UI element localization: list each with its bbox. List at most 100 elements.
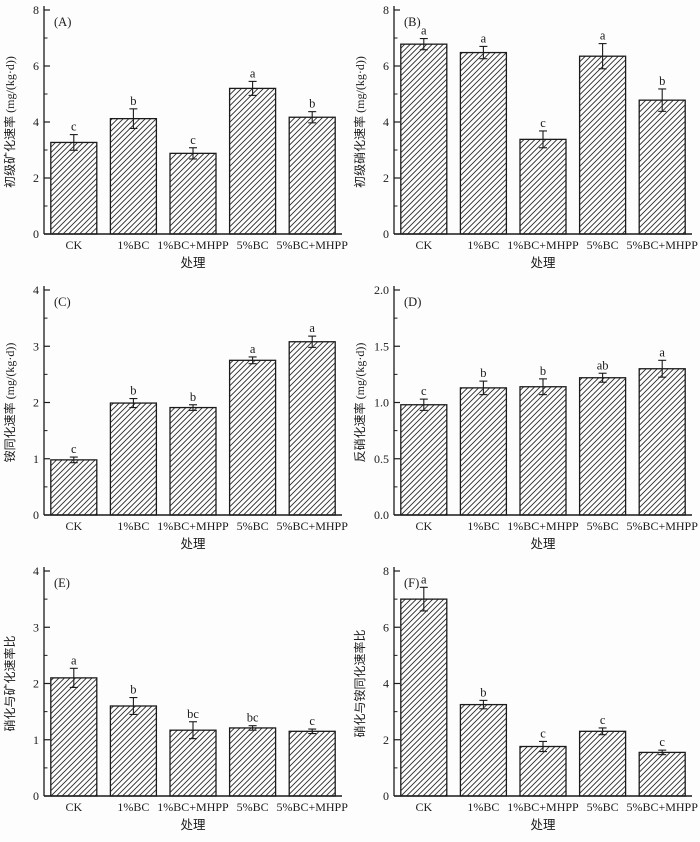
x-category-label: CK xyxy=(415,519,432,533)
sig-letter: bc xyxy=(247,711,259,725)
error-bar xyxy=(658,749,667,756)
chart-svg: 0 2 4 6 8 初级矿化速率 (mg/(kg·d)) (A) c b c a b CK 1%BC 1%B… xyxy=(2,3,348,270)
panel-a: 0 2 4 6 8 初级矿化速率 (mg/(kg·d)) (A) c b c a b CK 1%BC 1%B… xyxy=(0,0,350,280)
error-bar xyxy=(248,80,257,96)
error-bar xyxy=(539,130,547,149)
error-bar xyxy=(658,359,667,378)
sig-letter: c xyxy=(309,714,315,728)
sig-letter: ab xyxy=(597,358,609,372)
x-category-label: 1%BC+MHPP xyxy=(157,519,229,533)
error-bar xyxy=(419,398,428,411)
x-category-label: CK xyxy=(65,519,82,533)
error-bar xyxy=(129,398,138,409)
sig-letter: a xyxy=(421,572,427,586)
x-category-label: CK xyxy=(415,800,432,814)
x-category-label: 5%BC+MHPP xyxy=(276,238,348,252)
sig-letter: a xyxy=(250,66,256,80)
bar-CK xyxy=(50,459,98,516)
sig-letter: a xyxy=(250,342,256,356)
x-category-label: CK xyxy=(65,238,82,252)
y-tick-label: 4 xyxy=(383,677,389,691)
y-tick-label: 2 xyxy=(383,171,389,185)
x-category-label: 5%BC xyxy=(587,238,619,252)
error-bar xyxy=(419,38,428,51)
y-axis-label: 初级矿化速率 (mg/(kg·d)) xyxy=(2,56,17,188)
y-axis-ticks: 0 2 4 6 8 xyxy=(383,564,400,803)
bar-1%BC xyxy=(109,402,158,516)
sig-letter: a xyxy=(600,29,606,43)
bar-1%BC+MHPP xyxy=(519,745,567,797)
bar-5%BC+MHPP xyxy=(288,341,336,516)
bar-1%BC+MHPP xyxy=(519,386,567,516)
x-category-label: 5%BC+MHPP xyxy=(276,519,348,533)
y-tick-label: 0.0 xyxy=(374,508,389,522)
bar-1%BC+MHPP xyxy=(169,729,217,797)
y-axis-ticks: 0.0 0.5 1.0 1.5 2.0 xyxy=(374,283,400,522)
bars: a b bc bc c xyxy=(50,653,336,797)
bar-5%BC+MHPP xyxy=(288,730,336,797)
y-axis-ticks: 0 2 4 6 8 xyxy=(383,3,400,241)
x-category-label: 5%BC+MHPP xyxy=(626,800,698,814)
bar-1%BC xyxy=(109,117,158,235)
x-category-label: 5%BC xyxy=(237,519,269,533)
x-category-label: 1%BC xyxy=(467,519,499,533)
bar-1%BC+MHPP xyxy=(519,138,567,235)
error-bar xyxy=(69,456,78,464)
error-bar xyxy=(69,134,78,151)
bar-CK xyxy=(50,677,98,797)
sig-letter: c xyxy=(421,384,427,398)
y-tick-label: 4 xyxy=(33,115,39,129)
x-category-label: 1%BC xyxy=(117,519,149,533)
bar-1%BC xyxy=(109,705,158,797)
sig-letter: c xyxy=(659,735,665,749)
bar-5%BC+MHPP xyxy=(638,368,686,516)
chart-svg: 0 1 2 3 4 硝化与矿化速率比 (E) a b bc bc c CK 1%BC 1%BC+MHPP 5%… xyxy=(2,564,348,832)
x-category-label: 1%BC xyxy=(117,800,149,814)
error-bar xyxy=(539,740,547,753)
chart-svg: 0.0 0.5 1.0 1.5 2.0 反硝化速率 (mg/(kg·d)) (D) c b b ab… xyxy=(352,283,698,551)
y-axis-label: 初级硝化速率 (mg/(kg·d)) xyxy=(352,56,367,188)
x-category-label: 5%BC xyxy=(237,238,269,252)
bars: c b c a b xyxy=(50,66,336,235)
x-category-label: 5%BC+MHPP xyxy=(626,238,698,252)
bar-1%BC xyxy=(459,51,508,235)
x-axis-label: 处理 xyxy=(180,818,206,832)
sig-letter: b xyxy=(130,683,136,697)
sig-letter: a xyxy=(481,31,487,45)
bar-1%BC+MHPP xyxy=(169,152,217,235)
panel-letter-label: (E) xyxy=(54,576,70,590)
error-bar xyxy=(479,380,488,396)
sig-letter: b xyxy=(309,97,315,111)
y-tick-label: 0 xyxy=(383,227,389,241)
panel-letter-label: (D) xyxy=(404,295,421,309)
error-bar xyxy=(308,728,317,735)
bar-1%BC+MHPP xyxy=(169,406,217,516)
y-tick-label: 4 xyxy=(33,283,39,297)
x-category-label: 1%BC xyxy=(467,800,499,814)
x-category-label: 1%BC xyxy=(467,238,499,252)
x-category-label: 1%BC+MHPP xyxy=(507,800,579,814)
y-tick-label: 6 xyxy=(383,620,389,634)
sig-letter: a xyxy=(309,321,315,335)
sig-letter: c xyxy=(540,116,546,130)
sig-letter: c xyxy=(600,713,606,727)
sig-letter: c xyxy=(71,442,77,456)
y-axis-ticks: 0 1 2 3 4 xyxy=(33,564,50,803)
sig-letter: b xyxy=(130,384,136,398)
y-tick-label: 1.5 xyxy=(374,339,389,353)
bar-1%BC xyxy=(459,387,508,516)
error-bar xyxy=(419,586,428,612)
panel-letter-label: (F) xyxy=(404,576,419,590)
bar-CK xyxy=(400,43,448,235)
y-tick-label: 4 xyxy=(383,115,389,129)
y-tick-label: 2 xyxy=(383,733,389,747)
sig-letter: b xyxy=(480,366,486,380)
sig-letter: b xyxy=(480,685,486,699)
x-axis-label: 处理 xyxy=(530,537,556,551)
y-tick-label: 1 xyxy=(33,452,39,466)
x-category-label: 5%BC+MHPP xyxy=(276,800,348,814)
error-bar xyxy=(308,335,317,348)
x-category-label: 1%BC+MHPP xyxy=(507,238,579,252)
y-tick-label: 8 xyxy=(33,3,39,17)
